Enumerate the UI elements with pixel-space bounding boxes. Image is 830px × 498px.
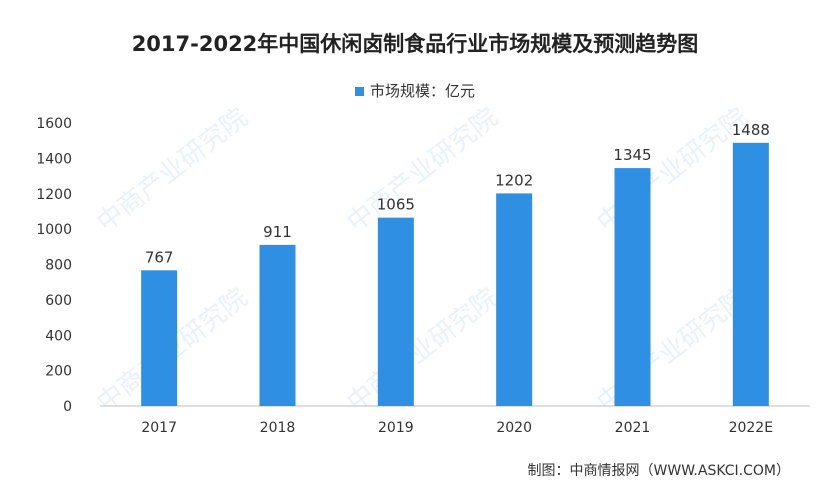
y-tick-label: 600 — [45, 293, 72, 309]
x-tick-label: 2017 — [141, 420, 177, 436]
x-tick-label: 2020 — [496, 420, 532, 436]
y-tick-label: 1600 — [36, 116, 72, 132]
x-axis: 2017 2018 2019 2020 2021 2022E — [141, 420, 773, 436]
bar — [141, 270, 178, 406]
y-tick-label: 0 — [63, 399, 72, 415]
data-label: 1202 — [495, 171, 533, 189]
bars — [141, 142, 769, 406]
legend-label: 市场规模：亿元 — [369, 82, 475, 100]
bar — [377, 217, 414, 406]
x-tick-label: 2022E — [729, 420, 773, 436]
y-tick-label: 1000 — [36, 222, 72, 238]
bar — [732, 142, 769, 406]
x-tick-label: 2018 — [260, 420, 296, 436]
y-tick-label: 400 — [45, 328, 72, 344]
data-label: 1345 — [613, 146, 651, 164]
bar — [259, 244, 296, 406]
data-labels: 767 911 1065 1202 1345 1488 — [145, 121, 770, 267]
y-tick-label: 1200 — [36, 187, 72, 203]
chart-legend: 市场规模：亿元 — [0, 80, 830, 101]
legend-swatch — [354, 87, 364, 96]
y-tick-label: 800 — [45, 258, 72, 274]
data-label: 767 — [145, 248, 174, 266]
x-tick-label: 2021 — [615, 420, 651, 436]
data-label: 1065 — [377, 196, 415, 214]
data-label: 1488 — [732, 121, 770, 139]
source-credit: 制图：中商情报网（WWW.ASKCI.COM） — [527, 463, 790, 479]
y-axis: 0 200 400 600 800 1000 1200 1400 1600 — [36, 116, 72, 415]
chart-title: 2017-2022年中国休闲卤制食品行业市场规模及预测趋势图 — [131, 32, 699, 56]
y-tick-label: 200 — [45, 364, 72, 380]
bar — [614, 168, 651, 406]
x-tick-label: 2019 — [378, 420, 414, 436]
bar — [496, 193, 533, 406]
data-label: 911 — [263, 223, 292, 241]
y-tick-label: 1400 — [36, 151, 72, 167]
